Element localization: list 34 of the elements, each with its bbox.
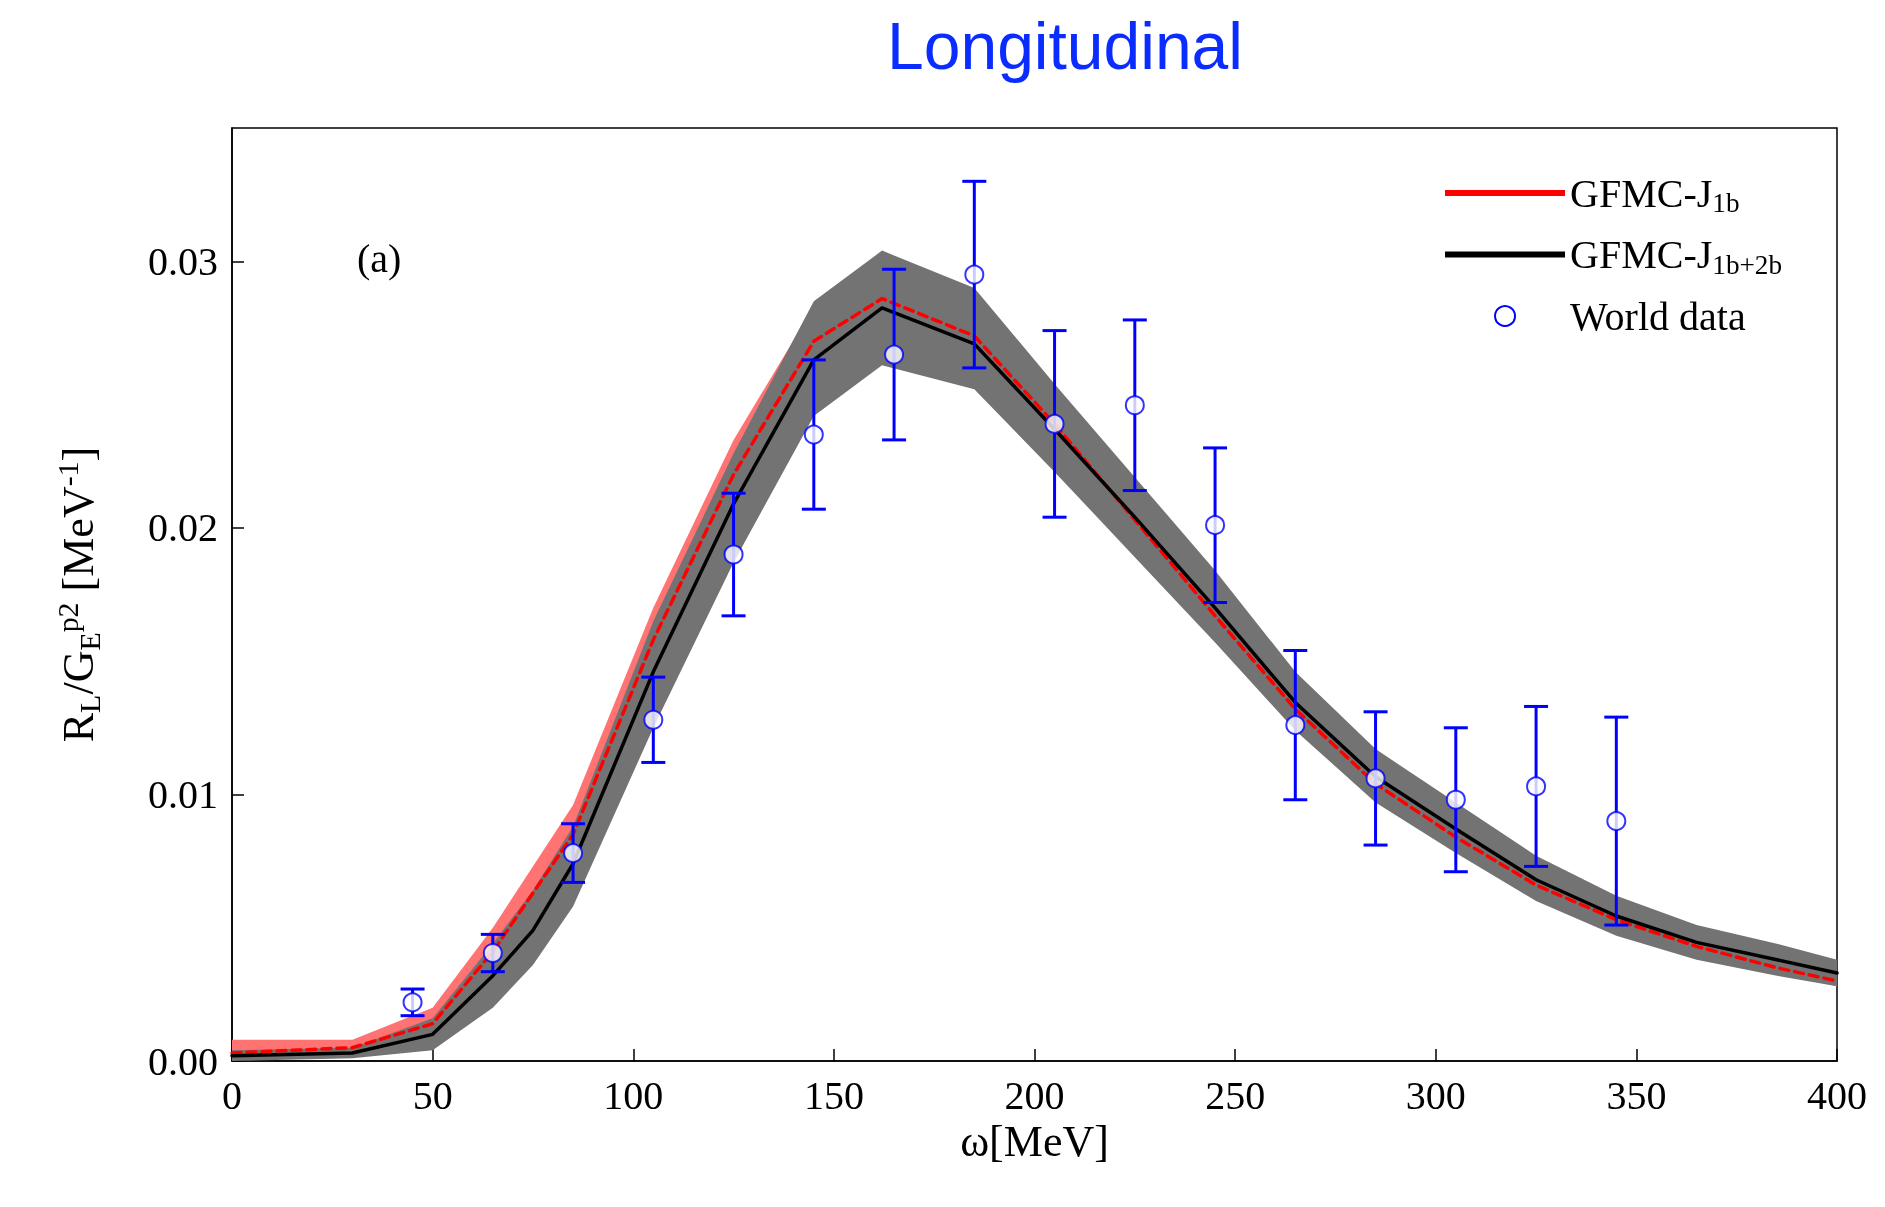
point <box>1205 515 1226 536</box>
x-tick-label: 350 <box>1606 1072 1667 1118</box>
x-tick-label: 400 <box>1807 1072 1867 1118</box>
x-axis-title: ω[MeV] <box>960 1117 1109 1167</box>
x-tick-label: 100 <box>603 1072 664 1118</box>
point <box>563 843 584 864</box>
y-tick-label: 0.01 <box>148 771 218 817</box>
legend-label: World data <box>1570 293 1746 339</box>
y-tick-label: 0.02 <box>148 505 218 551</box>
point <box>964 264 985 285</box>
x-tick-label: 300 <box>1405 1072 1466 1118</box>
y-tick-label: 0.03 <box>148 238 218 284</box>
x-tick-label: 150 <box>803 1072 864 1118</box>
point <box>482 943 503 964</box>
point <box>1124 395 1145 416</box>
point <box>402 992 423 1013</box>
chart-title: Longitudinal <box>887 9 1243 83</box>
annotation: (a) <box>357 235 402 281</box>
x-tick-label: 250 <box>1205 1072 1266 1118</box>
point <box>1285 715 1306 736</box>
x-tick-label: 200 <box>1004 1072 1065 1118</box>
point <box>723 544 744 565</box>
point <box>1445 789 1466 810</box>
point <box>884 344 905 365</box>
point <box>803 424 824 445</box>
point <box>1606 811 1627 832</box>
point <box>1526 776 1547 797</box>
point <box>1044 413 1065 434</box>
y-tick-label: 0.00 <box>148 1038 218 1084</box>
point <box>1365 768 1386 789</box>
point <box>643 709 664 730</box>
y-axis-title: RL/GEp2 [MeV-1] <box>50 446 106 743</box>
x-tick-label: 50 <box>412 1072 453 1118</box>
x-tick-label: 0 <box>222 1072 242 1118</box>
